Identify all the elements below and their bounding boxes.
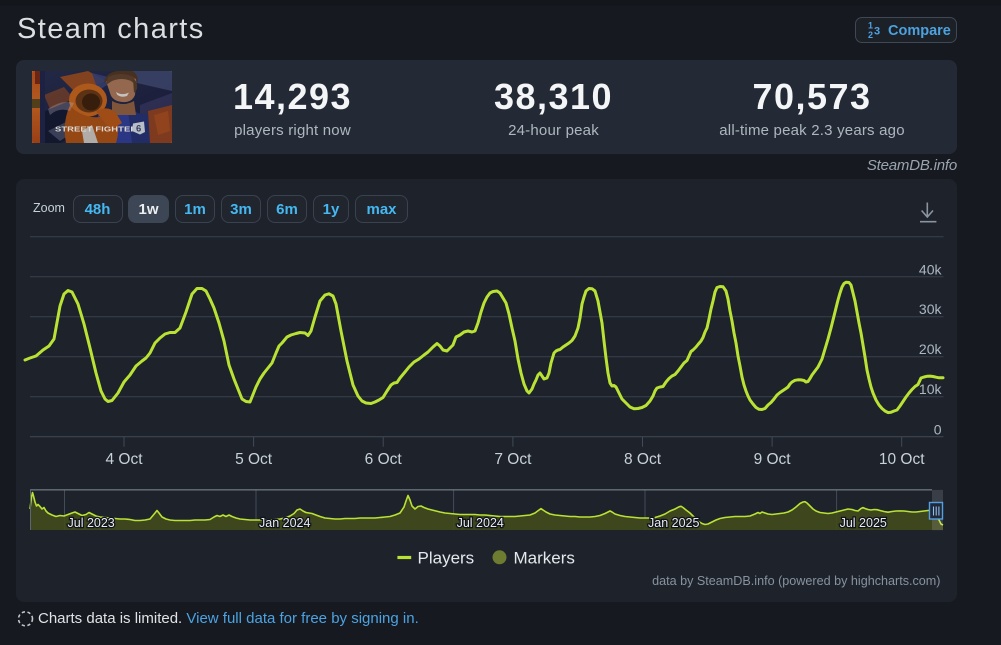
svg-text:4 Oct: 4 Oct — [105, 451, 143, 468]
svg-text:STREET FIGHTER: STREET FIGHTER — [55, 124, 137, 133]
svg-text:Compare: Compare — [888, 23, 951, 39]
svg-text:7 Oct: 7 Oct — [494, 451, 532, 468]
svg-text:6: 6 — [136, 124, 141, 135]
svg-text:Jan 2024: Jan 2024 — [259, 516, 310, 530]
svg-text:1: 1 — [868, 21, 873, 31]
svg-text:Jan 2025: Jan 2025 — [648, 516, 699, 530]
svg-text:30k: 30k — [919, 301, 943, 317]
svg-text:2: 2 — [868, 30, 873, 40]
svg-text:5 Oct: 5 Oct — [235, 451, 273, 468]
svg-text:9 Oct: 9 Oct — [754, 451, 792, 468]
svg-text:Players: Players — [418, 549, 475, 568]
svg-text:Jul 2025: Jul 2025 — [840, 516, 887, 530]
svg-text:10k: 10k — [919, 381, 943, 397]
svg-text:40k: 40k — [919, 262, 943, 278]
svg-text:data by SteamDB.info (powered: data by SteamDB.info (powered by highcha… — [652, 574, 940, 588]
svg-text:10 Oct: 10 Oct — [879, 451, 925, 468]
svg-text:0: 0 — [934, 421, 942, 437]
svg-text:20k: 20k — [919, 341, 943, 357]
svg-text:Jul 2023: Jul 2023 — [68, 516, 115, 530]
svg-text:8 Oct: 8 Oct — [624, 451, 662, 468]
svg-text:Markers: Markers — [514, 549, 575, 568]
svg-text:6 Oct: 6 Oct — [365, 451, 403, 468]
svg-text:3: 3 — [874, 26, 880, 38]
svg-text:Jul 2024: Jul 2024 — [457, 516, 504, 530]
